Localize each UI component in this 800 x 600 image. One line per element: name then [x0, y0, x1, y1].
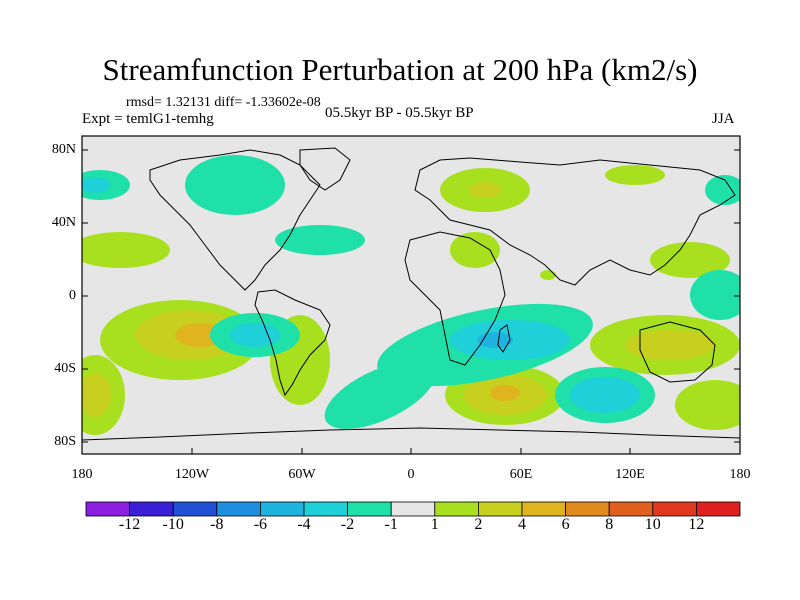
anomaly-neg-southern-ocean-core — [570, 377, 640, 413]
lat-label-80s: 80S — [54, 434, 76, 449]
colorbar-label: 4 — [518, 516, 526, 533]
colorbar-box-6 — [347, 501, 392, 517]
colorbar-label: 2 — [474, 516, 483, 533]
anomaly-pos-north-pacific — [82, 232, 170, 268]
anomaly-pos-europe-core — [469, 182, 501, 198]
season-label: JJA — [712, 111, 735, 127]
rmsd-diff-stats: rmsd= 1.32131 diff= -1.33602e-08 — [126, 95, 321, 110]
colorbar-label: 1 — [430, 516, 439, 533]
experiment-label: Expt = temlG1-temhg — [82, 111, 214, 127]
coast-madagascar — [497, 324, 511, 353]
lat-label-40n: 40N — [51, 215, 76, 230]
lon-label-180e: 180 — [729, 467, 751, 482]
anomaly-neg-south-atlantic — [324, 360, 436, 430]
colorbar-box-7 — [390, 501, 436, 517]
lat-label-eq: 0 — [69, 288, 76, 303]
lon-label-0: 0 — [407, 467, 415, 482]
anomaly-pos-far-south-pacific-core — [82, 373, 111, 417]
colorbar-box-14 — [696, 501, 741, 517]
colorbar-label: 6 — [561, 516, 570, 533]
coast-eurasia — [414, 157, 736, 286]
lat-label-40s: 40S — [54, 361, 76, 376]
period-label: 05.5kyr BP - 05.5kyr BP — [325, 105, 474, 121]
colorbar-box-0 — [85, 501, 130, 517]
anomaly-pos-india — [540, 270, 556, 280]
anomaly-neg-alaska-core — [82, 177, 110, 193]
map-title: Streamfunction Perturbation at 200 hPa (… — [102, 52, 698, 87]
colorbar-label: -10 — [162, 516, 184, 533]
colorbar-box-10 — [521, 501, 566, 517]
colorbar-box-3 — [216, 501, 261, 517]
coast-antarctica — [82, 427, 740, 441]
anomaly-pos-siberia — [605, 165, 665, 185]
anomaly-neg-north-atlantic — [275, 225, 365, 255]
lon-label-120w: 120W — [174, 467, 210, 482]
lon-label-180w: 180 — [71, 467, 93, 482]
coast-south-america — [254, 289, 331, 397]
anomaly-neg-indian-ocean-max — [477, 332, 513, 348]
coast-australia — [639, 321, 716, 383]
coast-north-america — [149, 149, 321, 291]
axis-ticks — [81, 149, 741, 454]
colorbar-label: 12 — [688, 516, 705, 533]
colorbar — [85, 501, 741, 517]
lon-label-120e: 120E — [615, 467, 645, 482]
anomaly-pos-south-indian-max — [490, 385, 520, 401]
colorbar-label: -12 — [118, 516, 141, 533]
lon-label-60w: 60W — [288, 467, 316, 482]
coast-africa — [404, 231, 506, 366]
colorbar-box-4 — [259, 501, 305, 517]
colorbar-box-9 — [477, 501, 523, 517]
colorbar-box-1 — [129, 501, 174, 517]
anomaly-pos-west-pacific — [650, 242, 730, 278]
colorbar-label: -6 — [253, 516, 268, 533]
anomaly-pos-australia-core — [625, 330, 715, 360]
coast-greenland — [299, 147, 351, 191]
colorbar-box-11 — [565, 501, 610, 517]
coastlines — [82, 147, 740, 441]
anomaly-pos-middle-east — [450, 232, 500, 268]
anomaly-neg-east-pacific-core — [230, 323, 280, 347]
colorbar-label: 10 — [644, 516, 661, 533]
anomaly-neg-north-america — [185, 155, 285, 215]
colorbar-label: -1 — [384, 516, 398, 533]
colorbar-label: 8 — [605, 516, 614, 533]
colorbar-box-2 — [172, 501, 218, 517]
colorbar-label: -4 — [297, 516, 311, 533]
anomaly-pos-south-pacific-east — [675, 380, 740, 430]
colorbar-label: -8 — [210, 516, 224, 533]
lon-label-60e: 60E — [509, 467, 533, 482]
colorbar-box-5 — [303, 501, 348, 517]
colorbar-label: -2 — [340, 516, 355, 533]
colorbar-box-13 — [652, 501, 697, 517]
lat-label-80n: 80N — [51, 142, 76, 157]
anomaly-neg-central-pacific — [690, 270, 740, 320]
colorbar-box-8 — [434, 501, 479, 517]
colorbar-box-12 — [608, 501, 654, 517]
contour-fills — [82, 155, 740, 435]
